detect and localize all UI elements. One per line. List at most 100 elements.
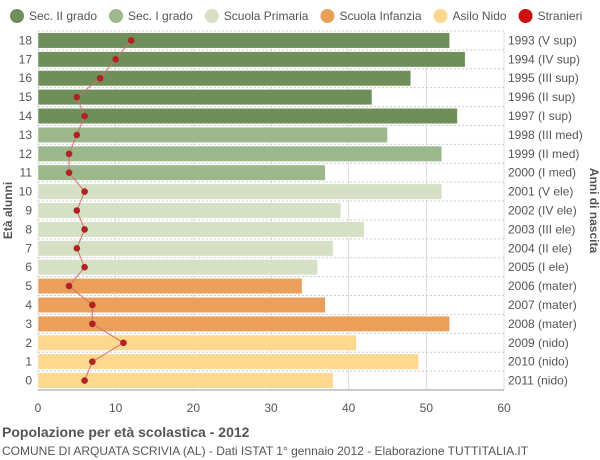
bar [37, 372, 334, 389]
bar [37, 221, 365, 238]
x-tick-label: 0 [35, 401, 42, 415]
y-tick-label: 1 [25, 355, 32, 369]
bar [37, 164, 326, 181]
bar [37, 51, 466, 68]
birth-year-label: 1997 (I sup) [508, 109, 572, 123]
y-tick-label: 18 [19, 33, 33, 47]
y-tick-label: 13 [19, 128, 33, 142]
stranieri-point [73, 207, 81, 214]
y-tick-label: 15 [19, 90, 33, 104]
birth-year-label: 2000 (I med) [508, 166, 576, 180]
birth-year-label: 2007 (mater) [508, 298, 577, 312]
stranieri-point [89, 320, 96, 328]
birth-year-label: 1998 (III med) [508, 128, 583, 142]
stranieri-point [89, 301, 96, 309]
y-tick-label: 11 [20, 166, 33, 180]
birth-year-label: 2009 (nido) [508, 336, 569, 350]
y-tick-label: 6 [25, 260, 32, 274]
birth-year-label: 1999 (II med) [508, 147, 579, 161]
y-tick-label: 7 [25, 241, 32, 255]
birth-year-label: 1995 (III sup) [508, 71, 579, 85]
legend-marker [518, 9, 533, 23]
bar [37, 334, 357, 351]
y-tick-label: 5 [25, 279, 32, 293]
birth-year-label: 2011 (nido) [508, 374, 568, 388]
y-tick-label: 3 [25, 317, 32, 331]
y-axis-title-right: Anni di nascita [587, 168, 600, 254]
y-tick-label: 10 [19, 185, 33, 199]
legend-label: Asilo Nido [453, 9, 507, 23]
x-tick-label: 60 [497, 401, 511, 415]
birth-year-label: 1996 (II sup) [508, 90, 575, 104]
birth-year-label: 2010 (nido) [508, 355, 569, 369]
birth-year-label: 2002 (IV ele) [508, 204, 577, 218]
legend-marker [10, 9, 24, 23]
x-tick-label: 30 [264, 401, 278, 415]
birth-year-label: 1993 (V sup) [508, 33, 577, 47]
bar [37, 296, 326, 313]
x-tick-label: 10 [109, 401, 123, 415]
bar [37, 108, 458, 125]
stranieri-point [81, 188, 88, 195]
y-tick-label: 16 [19, 71, 33, 85]
stranieri-point [120, 339, 127, 347]
bar [37, 315, 450, 332]
y-tick-label: 0 [25, 374, 32, 388]
y-tick-label: 4 [25, 298, 32, 312]
stranieri-point [65, 169, 73, 177]
stranieri-point [81, 377, 88, 384]
legend-marker [204, 9, 219, 23]
stranieri-point [73, 244, 81, 252]
legend-marker [109, 9, 124, 23]
legend-label: Scuola Infanzia [339, 9, 421, 23]
legend-label: Sec. I grado [128, 9, 193, 23]
stranieri-point [81, 226, 88, 233]
stranieri-point [73, 131, 81, 139]
y-tick-label: 14 [19, 109, 33, 123]
bar [37, 278, 303, 295]
birth-year-label: 2006 (mater) [508, 279, 577, 293]
x-tick-label: 40 [342, 401, 356, 415]
bar [37, 202, 342, 219]
y-axis-title-left: Età alunni [1, 182, 15, 239]
chart-svg: 0 10 20 30 40 50 60181716151413121110987654321… [1, 9, 600, 415]
x-tick-label: 50 [420, 401, 434, 415]
bar [37, 70, 412, 87]
legend-marker [433, 9, 448, 23]
y-tick-label: 17 [19, 52, 33, 66]
stranieri-point [127, 37, 135, 44]
bar [37, 183, 443, 200]
stranieri-point [81, 263, 88, 271]
birth-year-label: 2003 (III ele) [508, 222, 575, 236]
y-tick-label: 2 [25, 336, 32, 350]
y-tick-label: 9 [25, 204, 32, 218]
stranieri-point [65, 282, 73, 290]
stranieri-point [81, 112, 88, 120]
birth-year-label: 1994 (IV sup) [508, 52, 580, 66]
bar [37, 240, 334, 257]
bar [37, 259, 318, 276]
birth-year-label: 2008 (mater) [508, 317, 577, 331]
legend-label: Sec. II grado [29, 9, 97, 23]
y-tick-label: 8 [25, 222, 32, 236]
y-tick-label: 12 [19, 147, 33, 161]
bar [37, 353, 419, 370]
legend-label: Stranieri [538, 9, 583, 23]
stranieri-point [65, 150, 73, 158]
stranieri-point [89, 358, 96, 365]
stranieri-point [73, 93, 81, 101]
chart-subtitle: COMUNE DI ARQUATA SCRIVIA (AL) - Dati IS… [2, 444, 529, 458]
stranieri-point [112, 56, 119, 63]
bar [37, 32, 450, 49]
birth-year-label: 2001 (V ele) [508, 185, 573, 199]
stranieri-point [96, 74, 104, 82]
birth-year-label: 2005 (I ele) [508, 260, 569, 274]
chart-title: Popolazione per età scolastica - 2012 [2, 424, 250, 440]
birth-year-label: 2004 (II ele) [508, 241, 572, 255]
bar [37, 89, 373, 106]
legend-label: Scuola Primaria [224, 9, 309, 23]
bar [37, 145, 443, 162]
x-tick-label: 20 [187, 401, 201, 415]
legend-marker [320, 9, 335, 23]
